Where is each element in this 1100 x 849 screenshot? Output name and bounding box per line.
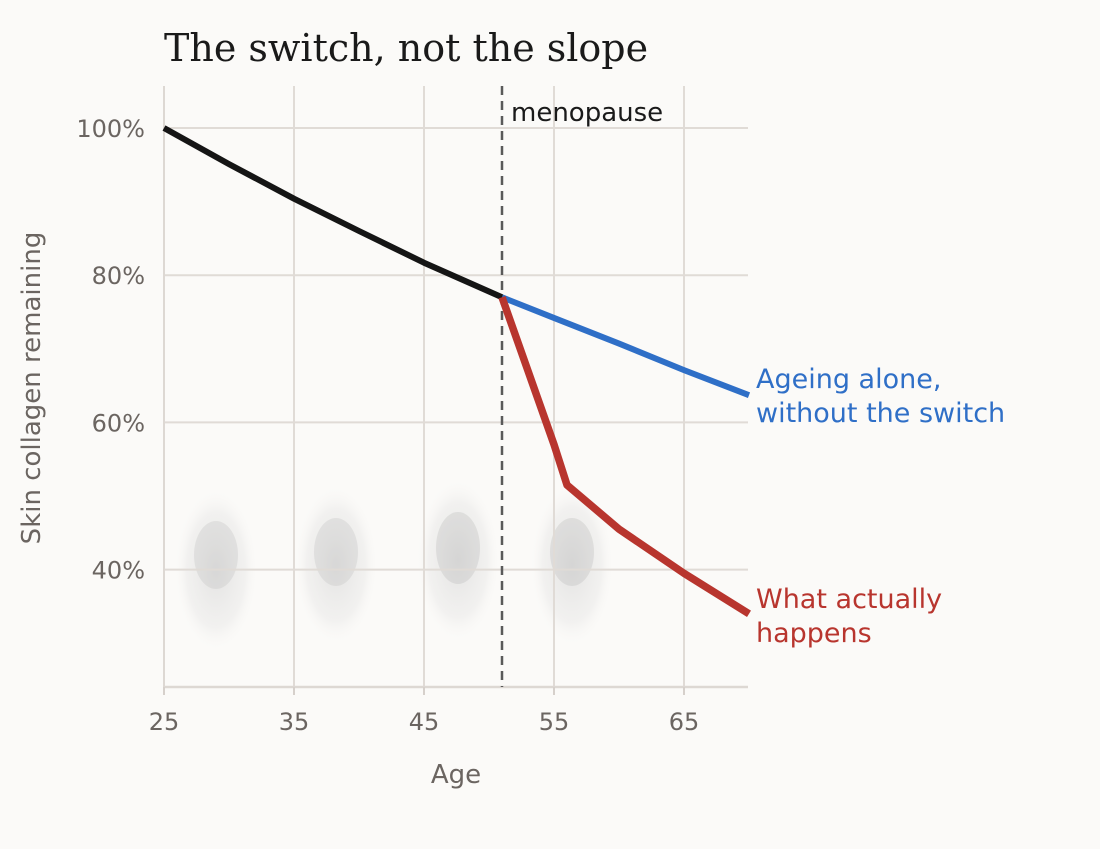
series-labels: Ageing alone, without the switch What actu…	[756, 364, 1005, 649]
face-image-4	[530, 483, 614, 647]
what-actually-happens-label: What actually happens	[756, 584, 942, 649]
x-axis-label: Age	[431, 760, 481, 790]
x-tick-labels: 25 35 45 55 65	[149, 687, 700, 736]
pre-menopause-line	[162, 125, 504, 301]
y-tick-label-0: 100%	[76, 115, 145, 143]
ageing-alone-label-line-2: without the switch	[756, 398, 1005, 429]
x-tick-label-2: 45	[409, 708, 440, 736]
x-tick-label-3: 55	[539, 708, 570, 736]
axes	[163, 86, 748, 689]
ageing-alone-label: Ageing alone, without the switch	[756, 364, 1005, 429]
y-tick-label-3: 40%	[92, 557, 145, 585]
y-axis-label: Skin collagen remaining	[17, 232, 47, 545]
what-actually-happens-label-line-1: What actually	[756, 584, 942, 615]
what-actually-happens-label-line-2: happens	[756, 618, 872, 649]
faded-face-images	[174, 478, 614, 652]
grid	[163, 86, 748, 687]
what-actually-happens-line	[498, 296, 751, 617]
x-tick-label-0: 25	[149, 708, 180, 736]
face-image-2	[294, 485, 378, 645]
x-tick-label-1: 35	[279, 708, 310, 736]
y-tick-label-1: 80%	[92, 262, 145, 290]
menopause-label: menopause	[511, 98, 663, 128]
annotation-lines: menopause	[500, 86, 663, 687]
ageing-alone-label-line-1: Ageing alone,	[756, 364, 941, 395]
ageing-alone-line	[500, 294, 751, 398]
y-tick-labels: 100% 80% 60% 40%	[76, 115, 145, 585]
chart-title: The switch, not the slope	[164, 26, 648, 70]
x-tick-label-4: 65	[669, 708, 700, 736]
face-image-3	[416, 478, 500, 642]
series-lines	[162, 125, 751, 617]
y-tick-label-2: 60%	[92, 409, 145, 437]
